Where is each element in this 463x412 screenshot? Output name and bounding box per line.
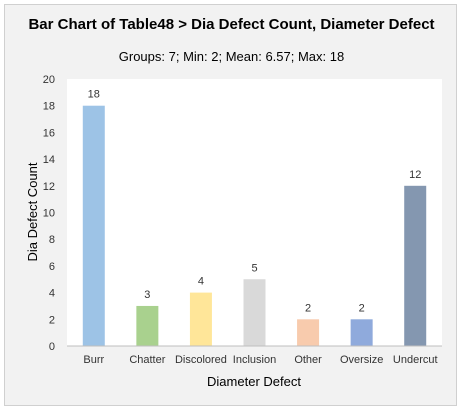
bar-inclusion [243,279,266,346]
y-tick-label: 14 [43,154,55,166]
x-tick-label: Chatter [129,354,165,366]
x-axis-ticks: Burr Chatter Discolored Inclusion Other Overs… [83,354,437,366]
data-label: 12 [409,169,421,181]
x-tick-label: Inclusion [233,354,276,366]
bar-other [297,319,320,346]
y-tick-label: 0 [49,341,55,353]
x-tick-label: Discolored [175,354,227,366]
chart-subtitle: Groups: 7; Min: 2; Mean: 6.57; Max: 18 [118,49,345,64]
y-tick-label: 16 [43,127,55,139]
chart-title: Bar Chart of Table48 > Dia Defect Count,… [28,16,435,33]
x-tick-label: Oversize [340,354,383,366]
y-tick-label: 12 [43,181,55,193]
data-label: 3 [144,289,150,301]
y-tick-label: 20 [43,74,55,86]
x-tick-label: Burr [83,354,104,366]
bars [82,105,427,346]
data-label: 2 [305,302,311,314]
data-label: 4 [198,276,204,288]
x-tick-label: Other [294,354,322,366]
y-axis-ticks: 0 2 4 6 8 10 12 14 16 18 20 [43,74,55,353]
y-tick-label: 6 [49,261,55,273]
bar-discolored [189,292,212,346]
data-labels: 18 3 4 5 2 2 12 [88,89,422,315]
bar-burr [82,105,105,346]
bar-undercut [404,185,427,346]
y-axis-title: Dia Defect Count [25,162,40,261]
bar-chatter [136,305,159,346]
x-axis-title: Diameter Defect [207,374,301,389]
y-tick-label: 10 [43,208,55,220]
x-tick-label: Undercut [393,354,438,366]
y-tick-label: 2 [49,314,55,326]
y-tick-label: 18 [43,101,55,113]
data-label: 2 [359,302,365,314]
bar-oversize [350,319,373,346]
y-tick-label: 4 [49,288,55,300]
y-tick-label: 8 [49,234,55,246]
data-label: 18 [88,89,100,101]
data-label: 5 [251,262,257,274]
